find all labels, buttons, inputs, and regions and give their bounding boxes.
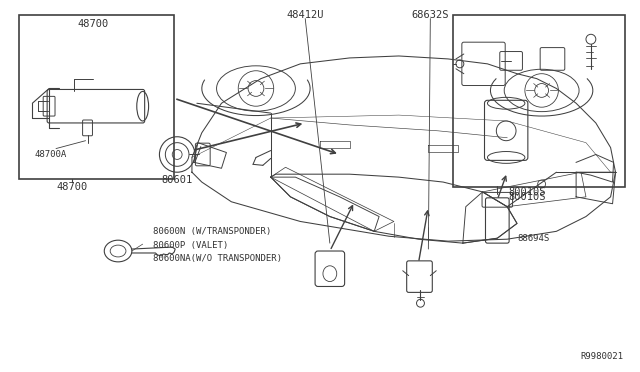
Text: 48700: 48700: [78, 19, 109, 29]
Text: 80600P (VALET): 80600P (VALET): [152, 241, 228, 250]
Text: 48700A: 48700A: [35, 150, 67, 159]
Bar: [453, 15, 625, 187]
Bar: [19, 15, 174, 179]
Text: R9980021: R9980021: [580, 352, 623, 361]
Text: 48700: 48700: [56, 182, 88, 192]
Text: 80600NA(W/O TRANSPONDER): 80600NA(W/O TRANSPONDER): [152, 254, 282, 263]
Text: 80010S: 80010S: [508, 192, 546, 202]
Text: 80600N (W/TRANSPONDER): 80600N (W/TRANSPONDER): [152, 227, 271, 236]
Text: 68632S: 68632S: [412, 10, 449, 20]
Text: 88694S: 88694S: [517, 234, 549, 243]
Text: 48412U: 48412U: [287, 10, 324, 20]
Text: 80601: 80601: [161, 175, 193, 185]
Text: 80010S: 80010S: [508, 187, 546, 197]
